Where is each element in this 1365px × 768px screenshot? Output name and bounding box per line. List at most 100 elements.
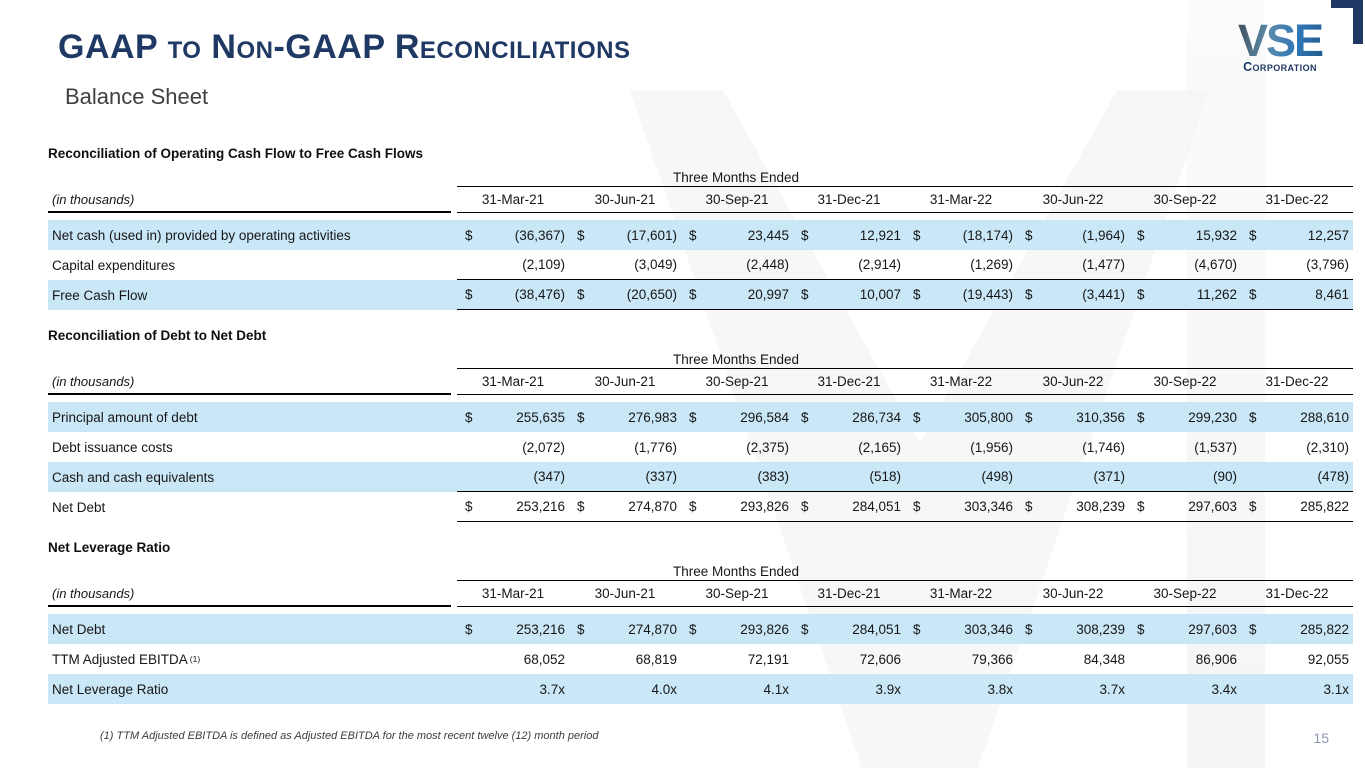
column-header: 31-Mar-22 bbox=[929, 192, 993, 207]
value-cell: 3.4x bbox=[1129, 674, 1241, 704]
currency-symbol: $ bbox=[801, 499, 809, 514]
row-label: Net Leverage Ratio bbox=[48, 674, 451, 704]
cell-value: 4.0x bbox=[651, 681, 677, 697]
cell-value: 276,983 bbox=[628, 409, 677, 425]
cell-value: 72,606 bbox=[859, 651, 901, 667]
cell-value: 293,826 bbox=[740, 621, 789, 637]
table-row: Principal amount of debt $255,635 $276,983… bbox=[48, 402, 1353, 432]
value-cell: (1,269) bbox=[905, 250, 1017, 279]
column-header: 30-Jun-22 bbox=[1042, 374, 1104, 389]
page-title: GAAP to Non-GAAP Reconciliations bbox=[58, 28, 631, 66]
column-headers: 31-Mar-21 30-Jun-21 30-Sep-21 31-Dec-21 31-M… bbox=[457, 369, 1353, 395]
value-cell: $253,216 bbox=[457, 492, 569, 521]
cell-value: 4.1x bbox=[763, 681, 789, 697]
cell-value: (2,072) bbox=[522, 439, 565, 455]
unit-label: (in thousands) bbox=[48, 369, 451, 395]
cell-value: (90) bbox=[1212, 469, 1237, 484]
period-header-label: Three Months Ended bbox=[672, 352, 800, 367]
cell-value: (2,310) bbox=[1306, 439, 1349, 455]
value-cell: (1,956) bbox=[905, 432, 1017, 462]
value-cell: $310,356 bbox=[1017, 402, 1129, 432]
cell-value: 293,826 bbox=[740, 499, 789, 514]
value-cell: 3.7x bbox=[457, 674, 569, 704]
row-label-text: Net Leverage Ratio bbox=[52, 681, 169, 697]
cell-value: 255,635 bbox=[516, 409, 565, 425]
row-values: $ (38,476) $ (20,650) $20,997 $10,007 $ (19,443… bbox=[457, 280, 1353, 310]
cell-value: 23,445 bbox=[747, 227, 789, 243]
value-cell: 3.7x bbox=[1017, 674, 1129, 704]
value-cell: (2,109) bbox=[457, 250, 569, 279]
currency-symbol: $ bbox=[465, 227, 473, 243]
period-underline bbox=[457, 561, 1353, 581]
column-header: 31-Dec-22 bbox=[1265, 192, 1329, 207]
row-label: TTM Adjusted EBITDA (1) bbox=[48, 644, 451, 674]
value-cell: $284,051 bbox=[793, 492, 905, 521]
currency-symbol: $ bbox=[913, 499, 921, 514]
cell-value: (518) bbox=[869, 469, 901, 484]
column-header: 31-Dec-22 bbox=[1265, 586, 1329, 601]
cell-value: 72,191 bbox=[747, 651, 789, 667]
row-label: Net cash (used in) provided by operating… bbox=[48, 220, 451, 250]
value-cell: $23,445 bbox=[681, 220, 793, 250]
value-cell: 3.1x bbox=[1241, 674, 1353, 704]
table-row: TTM Adjusted EBITDA (1) 68,052 68,819 72,191… bbox=[48, 644, 1353, 674]
column-header: 30-Jun-22 bbox=[1042, 192, 1104, 207]
unit-label: (in thousands) bbox=[48, 187, 451, 213]
column-header: 31-Mar-21 bbox=[481, 374, 545, 389]
period-header-label: Three Months Ended bbox=[672, 170, 800, 185]
value-cell: $20,997 bbox=[681, 280, 793, 309]
value-cell: $285,822 bbox=[1241, 614, 1353, 644]
cell-value: 86,906 bbox=[1195, 651, 1237, 667]
value-cell: $293,826 bbox=[681, 614, 793, 644]
currency-symbol: $ bbox=[577, 499, 585, 514]
cell-value: 10,007 bbox=[859, 287, 901, 302]
header-gap bbox=[48, 607, 1353, 614]
currency-symbol: $ bbox=[801, 227, 809, 243]
cell-value: 297,603 bbox=[1188, 499, 1237, 514]
currency-symbol: $ bbox=[465, 499, 473, 514]
header-gap bbox=[48, 395, 1353, 402]
column-header: 30-Sep-21 bbox=[705, 374, 769, 389]
cell-value: 285,822 bbox=[1300, 499, 1349, 514]
cell-value: 284,051 bbox=[852, 499, 901, 514]
table-row: Capital expenditures (2,109) (3,049) (2,448… bbox=[48, 250, 1353, 280]
value-cell: (2,914) bbox=[793, 250, 905, 279]
currency-symbol: $ bbox=[1025, 227, 1033, 243]
cell-value: 3.7x bbox=[539, 681, 565, 697]
value-cell: $297,603 bbox=[1129, 492, 1241, 521]
value-cell: 92,055 bbox=[1241, 644, 1353, 674]
column-header: 31-Dec-21 bbox=[817, 192, 881, 207]
currency-symbol: $ bbox=[1249, 409, 1257, 425]
currency-symbol: $ bbox=[689, 287, 697, 302]
value-cell: (3,049) bbox=[569, 250, 681, 279]
corner-decoration-horizontal bbox=[1331, 0, 1353, 8]
cell-value: 274,870 bbox=[628, 621, 677, 637]
value-cell: $ (17,601) bbox=[569, 220, 681, 250]
currency-symbol: $ bbox=[689, 227, 697, 243]
cell-value: 12,257 bbox=[1307, 227, 1349, 243]
cell-value: 274,870 bbox=[628, 499, 677, 514]
currency-symbol: $ bbox=[689, 621, 697, 637]
cell-value: 79,366 bbox=[971, 651, 1013, 667]
cell-value: (1,269) bbox=[970, 257, 1013, 272]
cell-value: (2,109) bbox=[522, 257, 565, 272]
currency-symbol: $ bbox=[689, 409, 697, 425]
row-label-text: TTM Adjusted EBITDA bbox=[52, 651, 188, 667]
value-cell: (2,165) bbox=[793, 432, 905, 462]
currency-symbol: $ bbox=[1249, 621, 1257, 637]
value-cell: $8,461 bbox=[1241, 280, 1353, 309]
row-values: (2,072) (1,776) (2,375) (2,165) (1,956) (1,74… bbox=[457, 432, 1353, 462]
row-label-text: Cash and cash equivalents bbox=[52, 469, 215, 485]
period-row-label-spacer bbox=[48, 561, 451, 581]
column-header: 30-Sep-21 bbox=[705, 586, 769, 601]
column-header: 31-Dec-22 bbox=[1265, 374, 1329, 389]
cell-value: 84,348 bbox=[1083, 651, 1125, 667]
value-cell: $288,610 bbox=[1241, 402, 1353, 432]
currency-symbol: $ bbox=[1025, 499, 1033, 514]
table-row: Net Debt $253,216 $274,870 $293,826 $284,051… bbox=[48, 492, 1353, 522]
value-cell: $305,800 bbox=[905, 402, 1017, 432]
cell-value: (1,537) bbox=[1194, 439, 1237, 455]
column-header: 31-Mar-21 bbox=[481, 192, 545, 207]
cell-value: 299,230 bbox=[1188, 409, 1237, 425]
